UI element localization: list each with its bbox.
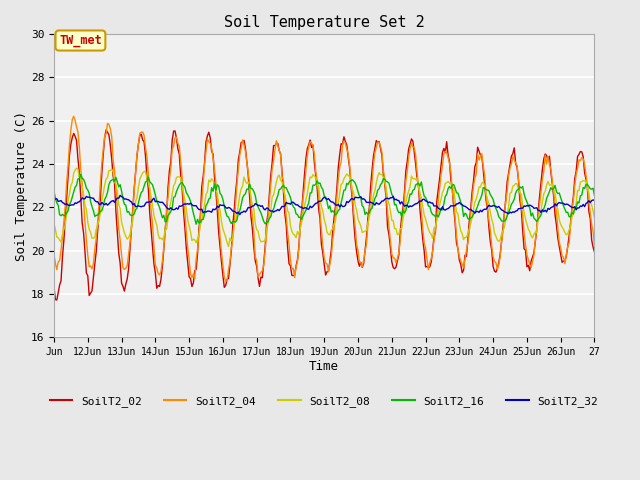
SoilT2_32 (412, 201, 420, 206)
Legend: SoilT2_02, SoilT2_04, SoilT2_08, SoilT2_16, SoilT2_32: SoilT2_02, SoilT2_04, SoilT2_08, SoilT2_… (45, 391, 603, 411)
SoilT2_04 (412, 153, 420, 159)
SoilT2_04 (63, 180, 70, 186)
SoilT2_04 (70, 113, 77, 119)
SoilT2_32 (339, 204, 346, 209)
Text: TW_met: TW_met (59, 34, 102, 47)
SoilT2_32 (236, 212, 244, 217)
SoilT2_32 (591, 197, 598, 203)
SoilT2_16 (275, 187, 283, 192)
SoilT2_32 (50, 195, 58, 201)
SoilT2_02 (591, 249, 598, 255)
SoilT2_02 (339, 142, 346, 147)
SoilT2_16 (63, 210, 70, 216)
SoilT2_32 (116, 192, 124, 198)
SoilT2_16 (192, 221, 200, 227)
SoilT2_02 (429, 248, 436, 253)
SoilT2_16 (50, 188, 58, 194)
SoilT2_08 (50, 221, 58, 227)
SoilT2_04 (429, 249, 436, 255)
SoilT2_04 (339, 142, 346, 148)
SoilT2_08 (73, 165, 81, 171)
SoilT2_16 (99, 204, 107, 209)
Line: SoilT2_08: SoilT2_08 (54, 168, 595, 247)
SoilT2_04 (50, 252, 58, 258)
SoilT2_08 (99, 191, 107, 196)
SoilT2_02 (50, 285, 58, 290)
SoilT2_16 (412, 182, 420, 188)
SoilT2_02 (64, 173, 72, 179)
SoilT2_08 (275, 172, 283, 178)
Line: SoilT2_16: SoilT2_16 (54, 174, 595, 224)
Line: SoilT2_02: SoilT2_02 (54, 130, 595, 300)
Line: SoilT2_04: SoilT2_04 (54, 116, 595, 281)
SoilT2_04 (591, 242, 598, 248)
SoilT2_32 (98, 200, 106, 205)
SoilT2_16 (429, 212, 436, 217)
SoilT2_08 (412, 177, 420, 182)
SoilT2_02 (102, 127, 110, 133)
SoilT2_32 (429, 200, 436, 206)
SoilT2_08 (429, 235, 436, 241)
SoilT2_16 (77, 171, 84, 177)
SoilT2_02 (275, 148, 283, 154)
Title: Soil Temperature Set 2: Soil Temperature Set 2 (224, 15, 424, 30)
Y-axis label: Soil Temperature (C): Soil Temperature (C) (15, 110, 28, 261)
SoilT2_16 (591, 192, 598, 198)
SoilT2_08 (63, 210, 70, 216)
SoilT2_08 (339, 180, 346, 186)
SoilT2_04 (99, 146, 107, 152)
SoilT2_02 (412, 162, 420, 168)
SoilT2_02 (53, 297, 61, 303)
SoilT2_32 (275, 208, 283, 214)
SoilT2_32 (63, 201, 70, 207)
SoilT2_04 (222, 278, 230, 284)
Line: SoilT2_32: SoilT2_32 (54, 195, 595, 215)
X-axis label: Time: Time (309, 360, 339, 373)
SoilT2_04 (275, 147, 283, 153)
SoilT2_02 (99, 151, 107, 157)
SoilT2_08 (591, 215, 598, 221)
SoilT2_08 (225, 244, 232, 250)
SoilT2_16 (339, 194, 346, 200)
